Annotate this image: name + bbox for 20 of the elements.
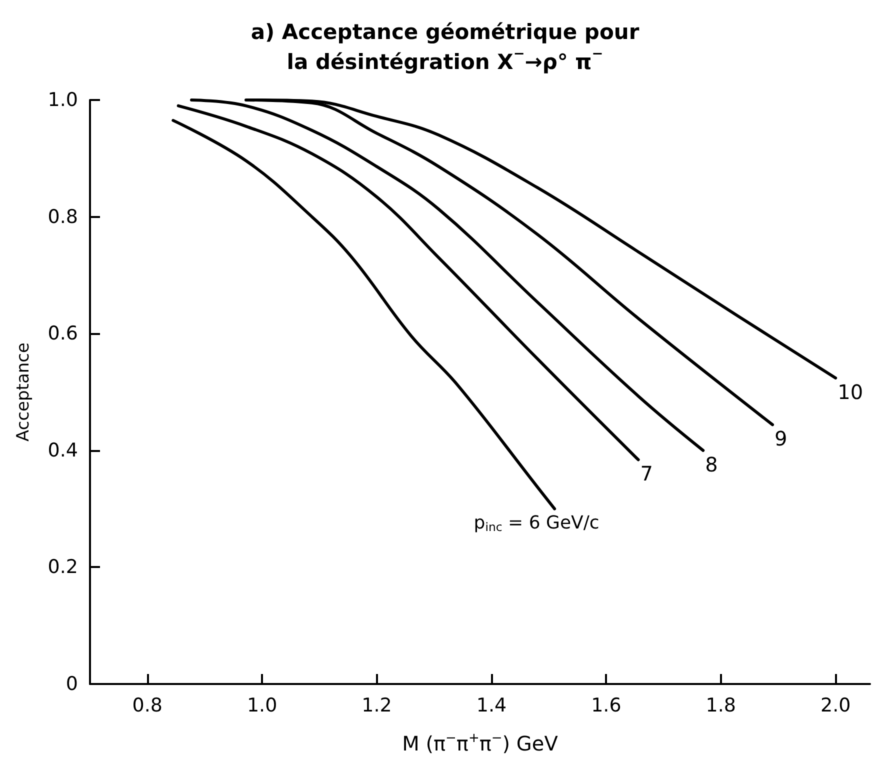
x-tick-label: 0.8 (132, 694, 162, 716)
chart-title: a) Acceptance géométrique pour la désintégration X−→ρ° π− (250, 20, 640, 74)
series-label: 9 (774, 426, 788, 451)
x-axis-title: M (π−π+π−) GeV (402, 731, 558, 756)
y-tick-label: 0 (66, 673, 78, 695)
series-label: 8 (705, 452, 718, 476)
x-tick-label: 1.0 (246, 694, 278, 716)
x-tick-label: 1.2 (362, 694, 392, 716)
x-tick-label: 1.8 (706, 694, 736, 716)
y-axis-title: Acceptance (14, 342, 34, 442)
y-tick-label: 0.4 (48, 439, 78, 462)
x-tick-label: 1.4 (476, 694, 507, 716)
y-tick-label: 1.0 (48, 89, 78, 111)
x-tick-label: 2.0 (820, 694, 851, 716)
y-tick-label: 0.8 (48, 206, 78, 228)
y-tick-label: 0.6 (48, 322, 78, 345)
series-label: 7 (640, 462, 654, 486)
x-tick-label: 1.6 (591, 694, 622, 716)
y-tick-label: 0.2 (48, 556, 78, 578)
series-label: 10 (838, 380, 864, 404)
